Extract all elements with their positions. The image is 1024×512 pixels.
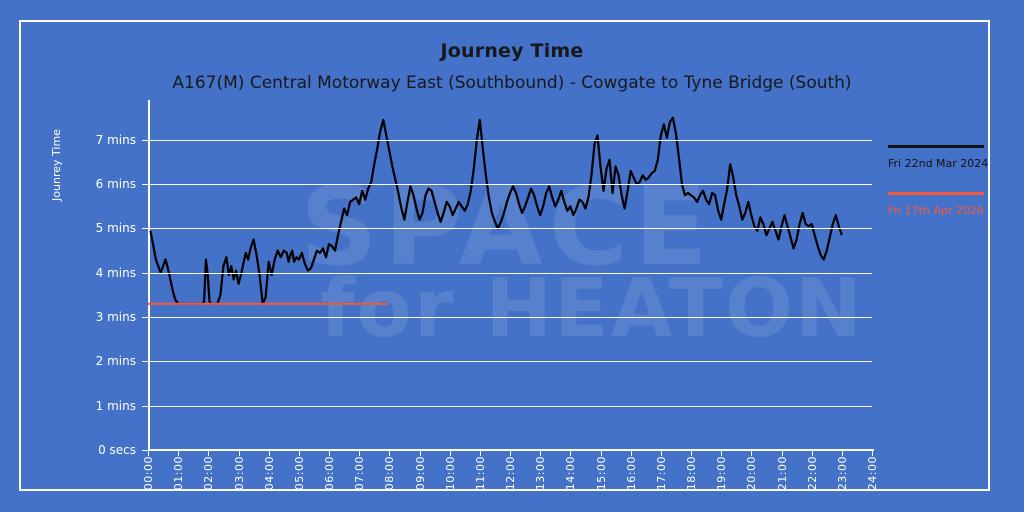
- x-tick-label: 11:00: [473, 456, 487, 491]
- x-tick-mark: [872, 450, 873, 456]
- gridline-horizontal: [148, 228, 872, 230]
- x-tick-mark: [841, 450, 843, 456]
- x-tick-mark: [419, 450, 421, 456]
- y-tick-mark: [142, 184, 148, 186]
- x-tick-label: 23:00: [835, 456, 849, 491]
- chart-title: Journey Time: [440, 40, 584, 62]
- y-tick-label: 3 mins: [95, 310, 136, 325]
- series-line: [149, 116, 843, 305]
- gridline-horizontal: [148, 405, 872, 407]
- y-tick-label: 5 mins: [95, 221, 136, 236]
- chart-border-frame: [19, 20, 990, 491]
- legend-label: Fri 17th Apr 2026: [888, 204, 984, 217]
- x-tick-mark: [691, 450, 692, 456]
- x-tick-mark: [570, 450, 572, 456]
- x-tick-label: 13:00: [534, 456, 548, 491]
- x-tick-label: 14:00: [564, 456, 578, 491]
- gridline-horizontal: [148, 184, 872, 186]
- x-tick-label: 12:00: [504, 456, 517, 491]
- y-tick-label: 7 mins: [95, 132, 136, 147]
- x-tick-mark: [751, 450, 753, 456]
- x-tick-mark: [268, 450, 270, 456]
- x-tick-mark: [781, 450, 783, 456]
- x-tick-mark: [178, 450, 180, 456]
- x-tick-label: 07:00: [353, 456, 367, 491]
- x-tick-label: 03:00: [232, 456, 246, 491]
- x-tick-mark: [208, 450, 210, 456]
- x-tick-mark: [359, 450, 361, 456]
- x-tick-label: 15:00: [594, 456, 608, 491]
- x-tick-label: 10:00: [443, 456, 457, 491]
- chart-legend: Fri 22nd Mar 2024 Fri 17th Apr 2026: [888, 145, 992, 239]
- x-tick-label: 18:00: [685, 456, 698, 491]
- y-tick-label: 4 mins: [95, 265, 136, 280]
- x-tick-mark: [600, 450, 602, 456]
- y-tick-mark: [142, 228, 148, 230]
- y-tick-mark: [142, 139, 148, 141]
- y-tick-mark: [142, 272, 148, 274]
- x-tick-mark: [540, 450, 542, 456]
- x-tick-label: 17:00: [654, 456, 668, 491]
- y-tick-label: 1 mins: [95, 398, 136, 413]
- y-tick-label: 6 mins: [95, 177, 136, 192]
- y-tick-mark: [142, 405, 148, 407]
- x-tick-label: 19:00: [715, 456, 729, 491]
- x-tick-mark: [298, 450, 300, 456]
- x-tick-mark: [811, 450, 813, 456]
- legend-swatch: [888, 145, 984, 148]
- y-tick-mark: [142, 450, 148, 451]
- x-tick-mark: [721, 450, 723, 456]
- x-tick-mark: [148, 450, 149, 456]
- plot-area: [148, 100, 874, 451]
- gridline-horizontal: [148, 272, 872, 274]
- x-tick-label: 01:00: [172, 456, 186, 491]
- x-tick-label: 20:00: [745, 456, 759, 491]
- x-tick-mark: [510, 450, 511, 456]
- x-tick-mark: [329, 450, 330, 456]
- gridline-horizontal: [148, 361, 872, 363]
- x-tick-label: 16:00: [624, 456, 638, 491]
- x-tick-label: 22:00: [805, 456, 819, 491]
- chart-subtitle: A167(M) Central Motorway East (Southboun…: [172, 73, 852, 93]
- x-axis-tick-labels: 00:00 01:00 02:00 03:00 04:00 05:00 06:00 07:00…: [142, 456, 888, 506]
- y-tick-label: 0 secs: [98, 443, 136, 457]
- legend-swatch: [888, 192, 984, 195]
- y-tick-label: 2 mins: [95, 354, 136, 369]
- x-tick-label: 04:00: [262, 456, 276, 491]
- y-tick-mark: [142, 317, 148, 319]
- x-tick-mark: [479, 450, 481, 456]
- x-tick-mark: [238, 450, 240, 456]
- x-tick-label: 21:00: [775, 456, 789, 491]
- x-tick-label: 06:00: [323, 456, 336, 491]
- y-axis-tick-labels: 0 secs 1 mins 2 mins 3 mins 4 mins 5 mins 6 mi…: [0, 100, 142, 457]
- x-tick-label: 24:00: [866, 456, 879, 491]
- x-tick-label: 08:00: [383, 456, 397, 491]
- x-tick-label: 02:00: [202, 456, 216, 491]
- x-tick-mark: [630, 450, 632, 456]
- x-tick-label: 09:00: [413, 456, 427, 491]
- x-tick-label: 00:00: [142, 456, 155, 491]
- gridline-horizontal: [148, 139, 872, 141]
- legend-label: Fri 22nd Mar 2024: [888, 157, 989, 170]
- data-series-group: [148, 116, 843, 305]
- y-axis-line: [148, 100, 150, 450]
- x-tick-label: 05:00: [292, 456, 306, 491]
- x-tick-mark: [389, 450, 391, 456]
- gridline-horizontal: [148, 317, 872, 319]
- x-tick-mark: [449, 450, 451, 456]
- x-tick-mark: [660, 450, 662, 456]
- y-tick-mark: [142, 361, 148, 363]
